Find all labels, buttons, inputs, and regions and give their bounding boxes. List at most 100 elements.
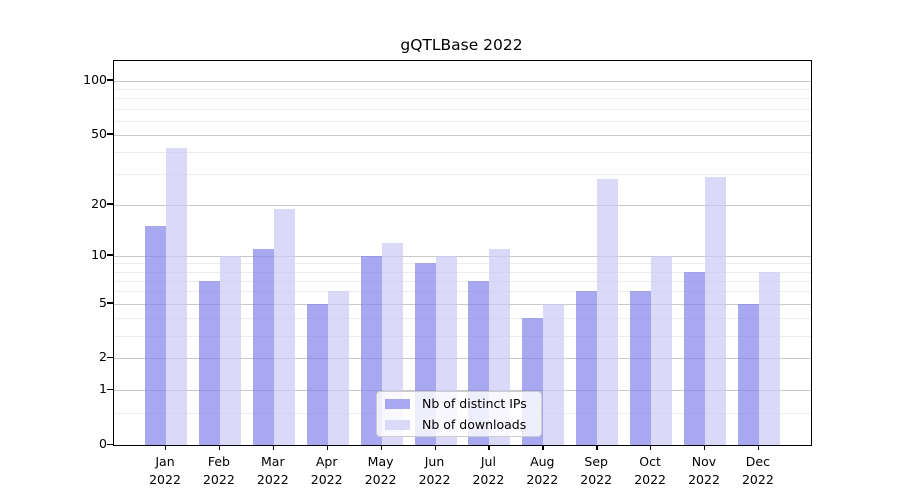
x-tick-label-year: 2022 bbox=[310, 472, 343, 488]
bar-distinct-ips-nov bbox=[684, 271, 705, 445]
x-tick-label-jun: Jun 2022 bbox=[405, 453, 465, 489]
gridline-minor-8 bbox=[114, 271, 811, 273]
x-tick-label-oct: Oct 2022 bbox=[620, 453, 680, 489]
x-tick-label-month: Aug bbox=[530, 454, 555, 469]
x-tick-label-jan: Jan 2022 bbox=[135, 453, 195, 489]
x-tick-mark-may bbox=[380, 445, 382, 450]
x-tick-mark-apr bbox=[326, 445, 329, 450]
x-tick-label-month: Nov bbox=[691, 454, 717, 469]
y-tick-label-50: 50 bbox=[91, 125, 107, 141]
x-tick-mark-jan bbox=[165, 445, 167, 450]
legend-label-downloads: Nb of downloads bbox=[422, 417, 527, 432]
x-tick-label-month: Oct bbox=[639, 454, 661, 469]
x-tick-label-month: Sep bbox=[584, 454, 608, 469]
x-tick-label-year: 2022 bbox=[364, 472, 397, 488]
gridline-minor-60 bbox=[114, 120, 811, 122]
legend-row-distinct-ips: Nb of distinct IPs bbox=[377, 395, 541, 412]
bar-distinct-ips-feb bbox=[198, 280, 220, 445]
x-tick-label-month: Jun bbox=[424, 454, 445, 469]
bar-distinct-ips-oct bbox=[630, 291, 652, 445]
y-tick-label-1: 1 bbox=[99, 381, 107, 397]
gridline-major-2 bbox=[114, 358, 811, 360]
x-tick-label-month: May bbox=[367, 454, 394, 469]
x-tick-label-nov: Nov 2022 bbox=[674, 453, 734, 489]
x-tick-label-year: 2022 bbox=[149, 472, 181, 488]
x-tick-mark-nov bbox=[704, 445, 706, 450]
x-tick-label-feb: Feb 2022 bbox=[189, 453, 249, 489]
legend-swatch-downloads bbox=[385, 419, 410, 430]
gridline-minor-40 bbox=[114, 152, 811, 153]
bar-downloads-jan bbox=[166, 148, 187, 445]
x-tick-mark-jun bbox=[434, 445, 436, 450]
gridline-minor-70 bbox=[114, 108, 811, 110]
gridline-minor-3 bbox=[114, 335, 811, 337]
x-tick-label-year: 2022 bbox=[256, 472, 289, 488]
x-tick-label-sep: Sep 2022 bbox=[566, 453, 626, 489]
y-tick-mark-5 bbox=[107, 302, 113, 304]
gridline-major-1 bbox=[114, 390, 811, 392]
bar-distinct-ips-apr bbox=[306, 303, 328, 445]
x-tick-label-year: 2022 bbox=[634, 472, 666, 488]
x-tick-label-year: 2022 bbox=[472, 472, 505, 488]
x-tick-label-year: 2022 bbox=[688, 472, 720, 488]
y-tick-label-0: 0 bbox=[99, 435, 107, 451]
y-tick-label-10: 10 bbox=[91, 246, 107, 262]
x-tick-mark-jul bbox=[488, 445, 490, 450]
gridline-major-100 bbox=[114, 80, 811, 82]
y-tick-mark-10 bbox=[107, 254, 113, 256]
gridline-major-20 bbox=[114, 204, 811, 206]
y-tick-mark-50 bbox=[107, 133, 113, 135]
x-tick-label-month: Jul bbox=[480, 454, 496, 469]
x-tick-label-year: 2022 bbox=[580, 472, 613, 488]
bar-downloads-sep bbox=[597, 179, 619, 445]
x-tick-label-year: 2022 bbox=[202, 472, 235, 488]
gridline-minor-30 bbox=[114, 174, 811, 175]
bar-downloads-apr bbox=[327, 291, 349, 445]
bar-downloads-oct bbox=[651, 255, 673, 445]
x-tick-label-month: Jan bbox=[155, 454, 175, 469]
x-tick-mark-mar bbox=[272, 445, 275, 450]
y-tick-label-20: 20 bbox=[91, 195, 107, 211]
bar-downloads-feb bbox=[219, 255, 241, 445]
gridline-minor-7 bbox=[114, 280, 811, 282]
legend-row-downloads: Nb of downloads bbox=[377, 416, 541, 433]
x-tick-label-apr: Apr 2022 bbox=[297, 453, 357, 489]
bar-distinct-ips-dec bbox=[737, 303, 759, 445]
y-tick-mark-0 bbox=[107, 443, 113, 445]
legend: Nb of distinct IPs Nb of downloads bbox=[376, 391, 542, 437]
x-tick-label-month: Dec bbox=[745, 454, 770, 469]
gridline-major-10 bbox=[114, 255, 811, 257]
y-tick-label-2: 2 bbox=[99, 349, 107, 365]
bar-distinct-ips-jan bbox=[145, 226, 166, 445]
y-tick-mark-100 bbox=[107, 79, 113, 81]
gridline-minor-80 bbox=[114, 98, 811, 100]
chart-title: gQTLBase 2022 bbox=[400, 36, 523, 54]
x-tick-label-jul: Jul 2022 bbox=[458, 453, 518, 489]
y-tick-mark-1 bbox=[107, 388, 113, 391]
gridline-minor-9 bbox=[114, 263, 811, 265]
bar-distinct-ips-mar bbox=[252, 248, 274, 445]
x-tick-mark-oct bbox=[650, 445, 652, 450]
bar-downloads-nov bbox=[705, 176, 726, 445]
y-tick-mark-20 bbox=[107, 203, 113, 205]
x-tick-label-aug: Aug 2022 bbox=[512, 453, 572, 489]
bar-downloads-aug bbox=[543, 303, 565, 445]
x-tick-label-month: Mar bbox=[261, 454, 285, 469]
bar-distinct-ips-sep bbox=[576, 291, 598, 445]
gridline-minor-6 bbox=[114, 291, 811, 293]
gridline-minor-90 bbox=[114, 89, 811, 90]
x-tick-mark-aug bbox=[542, 445, 544, 450]
x-tick-label-mar: Mar 2022 bbox=[243, 453, 303, 489]
x-tick-label-year: 2022 bbox=[418, 472, 451, 488]
x-tick-label-month: Apr bbox=[315, 454, 338, 469]
x-tick-label-month: Feb bbox=[207, 454, 230, 469]
x-tick-mark-sep bbox=[596, 445, 598, 450]
legend-swatch-distinct-ips bbox=[385, 398, 410, 409]
gridline-major-50 bbox=[114, 134, 811, 136]
gridline-minor-4 bbox=[114, 318, 811, 319]
y-tick-label-5: 5 bbox=[99, 294, 107, 310]
legend-label-distinct-ips: Nb of distinct IPs bbox=[422, 396, 527, 411]
x-tick-mark-dec bbox=[757, 445, 760, 450]
y-tick-mark-2 bbox=[107, 356, 113, 359]
